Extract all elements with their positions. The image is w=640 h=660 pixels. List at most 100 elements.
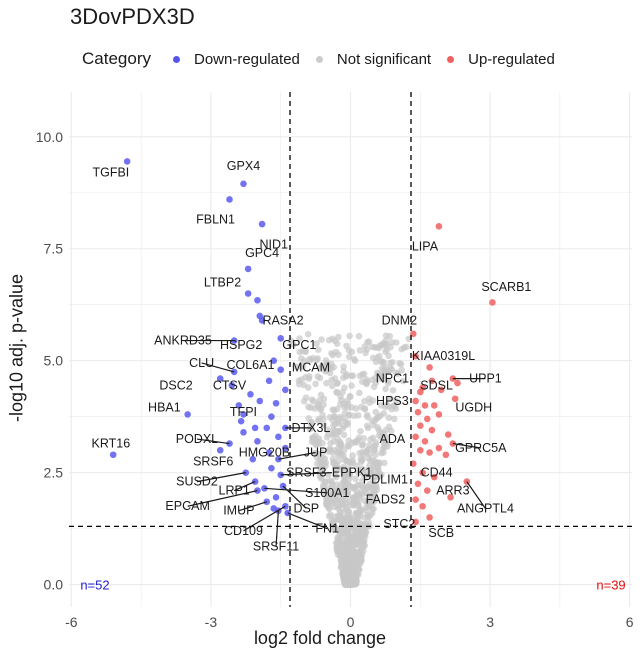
ns-point	[367, 457, 374, 465]
up-point	[421, 402, 429, 409]
legend-label-up: Up-regulated	[468, 50, 555, 68]
gene-label: GPC1	[282, 338, 316, 352]
ns-point	[337, 526, 345, 533]
ns-point	[352, 475, 359, 483]
ns-point	[357, 427, 364, 435]
ns-point	[387, 427, 395, 435]
down-point	[270, 357, 278, 364]
up-point	[412, 397, 419, 405]
chart-legend: Category Down-regulated Not significant …	[82, 47, 571, 71]
up-point	[428, 426, 436, 434]
ns-point	[361, 405, 369, 412]
up-point	[416, 446, 424, 454]
ns-point	[357, 546, 364, 554]
ns-point	[365, 518, 372, 526]
label-connector	[196, 472, 246, 483]
gene-label: HMG20B	[239, 446, 290, 460]
ns-point	[359, 522, 367, 530]
gene-label: EPPK1	[332, 466, 372, 480]
ns-point	[345, 353, 353, 361]
gene-label: CTSV	[213, 378, 247, 392]
label-connector	[452, 442, 481, 449]
gene-label: ARR3	[436, 484, 469, 498]
gene-label: SRSF6	[193, 454, 233, 468]
ns-point	[318, 465, 325, 472]
ns-point	[335, 428, 342, 436]
ns-point	[315, 415, 323, 423]
ns-point	[373, 483, 380, 491]
ns-point	[329, 351, 337, 359]
gene-label: HBA1	[148, 401, 181, 415]
ns-point	[344, 442, 352, 449]
ns-point	[318, 475, 325, 482]
ns-point	[314, 402, 321, 410]
ns-point	[366, 480, 373, 488]
ns-point	[385, 352, 392, 360]
ns-point	[305, 373, 313, 380]
up-point	[410, 330, 417, 338]
ns-point	[343, 373, 350, 380]
legend-item-up: Up-regulated	[447, 51, 555, 68]
up-point	[419, 502, 426, 510]
ns-point	[357, 506, 365, 514]
down-point	[240, 411, 247, 418]
up-count: n=39	[596, 578, 625, 593]
legend-marker-up	[447, 55, 455, 63]
gene-label: DSC2	[159, 378, 192, 392]
legend-title: Category	[82, 49, 151, 68]
ns-point	[336, 413, 344, 421]
gene-label: KIAA0319L	[412, 349, 475, 363]
gene-label: JUP	[304, 446, 328, 460]
down-point	[258, 317, 266, 324]
x-tick-label: 0	[347, 614, 355, 630]
gene-label: S100A1	[305, 486, 350, 500]
ns-point	[339, 388, 346, 396]
ns-point	[378, 372, 386, 380]
gene-label: LIPA	[412, 240, 439, 254]
up-point	[414, 408, 422, 416]
ns-point	[346, 332, 353, 340]
gene-label: HPS3	[376, 394, 409, 408]
ns-point	[339, 508, 347, 516]
ns-point	[343, 565, 350, 573]
ns-point	[390, 402, 398, 410]
y-tick-label: 10.0	[36, 129, 63, 145]
down-point	[123, 158, 131, 165]
ns-point	[360, 470, 367, 478]
ns-point	[331, 497, 338, 504]
ns-point	[338, 451, 345, 458]
ns-point	[348, 348, 356, 356]
ns-point	[343, 578, 351, 586]
up-point	[447, 493, 454, 501]
ns-point	[386, 332, 394, 340]
down-point	[277, 366, 285, 373]
down-point	[249, 455, 257, 463]
ns-point	[385, 377, 392, 385]
ns-point	[389, 386, 397, 394]
ns-point	[304, 330, 312, 338]
x-tick-label: 3	[486, 614, 494, 630]
ns-point	[319, 484, 327, 492]
ns-points	[287, 330, 413, 588]
down-point	[247, 390, 254, 398]
ns-point	[398, 345, 406, 353]
up-point	[428, 377, 436, 385]
down-point	[109, 451, 117, 459]
down-point	[268, 464, 275, 472]
gene-label: SRSF3	[286, 466, 326, 480]
ns-point	[399, 377, 407, 385]
ns-point	[298, 376, 305, 383]
ns-point	[339, 561, 346, 568]
up-point	[435, 223, 443, 230]
ns-point	[350, 551, 357, 559]
ns-point	[358, 465, 366, 472]
gene-label: NID1	[259, 237, 288, 251]
ns-point	[356, 559, 364, 566]
ns-point	[323, 379, 330, 387]
up-point	[426, 364, 433, 371]
label-connector	[278, 451, 316, 460]
x-axis-label: log2 fold change	[253, 628, 387, 648]
ns-point	[349, 372, 357, 380]
down-point	[240, 180, 247, 188]
ns-point	[323, 360, 331, 367]
